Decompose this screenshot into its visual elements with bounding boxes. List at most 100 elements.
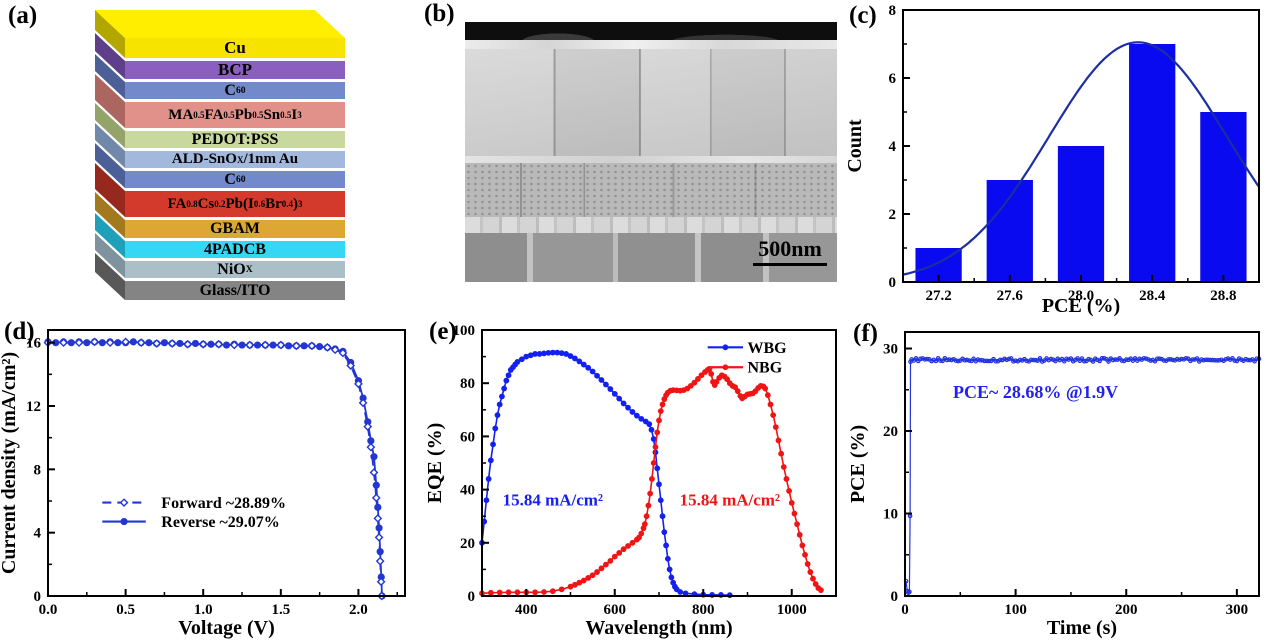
svg-text:0: 0: [889, 275, 897, 291]
sem-interconnect-layer: [465, 155, 837, 163]
sem-substrate-layer: [465, 232, 837, 282]
stack-layer-wbg-perovskite: FA 0.8 Cs 0.2 Pb(I 0.6 Br 0.4) 3: [95, 163, 345, 217]
stack-layer-label: C 60: [125, 171, 345, 188]
svg-text:15.84 mA/cm²: 15.84 mA/cm²: [680, 491, 780, 510]
stack-layer-cu: Cu: [94, 10, 345, 58]
stack-layer-label: ALD-SnO X/1nm Au: [125, 151, 345, 168]
svg-text:0: 0: [34, 589, 42, 605]
scale-bar-label: 500nm: [758, 236, 822, 261]
stack-layer-bcp: BCP: [95, 33, 345, 79]
svg-text:0: 0: [891, 589, 899, 605]
panel-label-e: (e): [429, 318, 457, 345]
stack-layer-label: 4PADCB: [125, 241, 345, 258]
svg-text:2: 2: [889, 207, 897, 223]
svg-text:27.6: 27.6: [997, 288, 1024, 304]
svg-text:6: 6: [889, 71, 897, 87]
svg-text:0: 0: [901, 602, 909, 618]
stack-layer-label: GBAM: [125, 220, 345, 238]
svg-text:PCE (%): PCE (%): [847, 425, 869, 503]
svg-text:1.0: 1.0: [194, 602, 213, 618]
svg-text:20: 20: [883, 424, 898, 440]
stack-layer-c60-top: C 60: [95, 54, 345, 99]
svg-text:PCE (%): PCE (%): [1042, 295, 1120, 317]
svg-text:4: 4: [34, 526, 42, 542]
stack-layer-label: PEDOT:PSS: [125, 131, 345, 148]
svg-text:10: 10: [883, 507, 898, 523]
svg-text:WBG: WBG: [748, 340, 788, 357]
stack-layer-gbam: GBAM: [95, 192, 345, 238]
svg-text:PCE~ 28.68% @1.9V: PCE~ 28.68% @1.9V: [953, 382, 1118, 402]
svg-text:28.0: 28.0: [1068, 288, 1094, 304]
sem-bottom-perovskite-layer: [465, 162, 837, 217]
svg-text:EQE (%): EQE (%): [424, 423, 446, 504]
svg-text:16: 16: [26, 336, 42, 352]
svg-text:8: 8: [34, 462, 42, 478]
svg-text:40: 40: [460, 483, 475, 499]
svg-text:27.2: 27.2: [925, 288, 951, 304]
svg-text:600: 600: [604, 602, 627, 618]
stack-layer-4padcb: 4PADCB: [95, 213, 345, 258]
svg-text:1000: 1000: [777, 602, 807, 618]
device-stack: Cu BCP C 60 MA 0.5 FA 0.5 Pb 0.5 Sn 0.5 I 3 PEDOT:PSS A…: [94, 8, 347, 308]
pce-stability-chart: 0 100 200 300 0 10 20 30 Time (s) PCE (%) PCE~ 28.…: [847, 331, 1262, 639]
svg-text:0.5: 0.5: [116, 602, 135, 618]
jv-curve-chart: 0.0 0.5 1.0 1.5 2.0 0 4 8 12 16 Voltage (V) Current…: [0, 329, 406, 639]
stack-layer-nbg-perovskite: MA 0.5 FA 0.5 Pb 0.5 Sn 0.5 I 3: [95, 74, 345, 128]
stack-layer-label: BCP: [125, 60, 345, 79]
svg-text:200: 200: [1115, 602, 1138, 618]
svg-text:28.4: 28.4: [1139, 288, 1166, 304]
svg-text:20: 20: [460, 536, 475, 552]
svg-text:12: 12: [26, 399, 41, 415]
stack-layer-label: Glass/ITO: [125, 281, 345, 300]
svg-text:2.0: 2.0: [349, 602, 368, 618]
svg-text:80: 80: [460, 376, 475, 392]
svg-text:15.84 mA/cm²: 15.84 mA/cm²: [503, 491, 603, 510]
stack-layer-niox: NiO X: [95, 233, 345, 278]
svg-text:60: 60: [460, 429, 475, 445]
stack-layer-label: MA 0.5 FA 0.5 Pb 0.5 Sn 0.5 I 3: [125, 102, 345, 128]
svg-text:300: 300: [1226, 602, 1249, 618]
svg-text:100: 100: [1004, 602, 1027, 618]
svg-text:Voltage (V): Voltage (V): [178, 617, 274, 639]
svg-text:1.5: 1.5: [271, 602, 290, 618]
stack-layer-label: C 60: [125, 82, 345, 99]
svg-text:Count: Count: [844, 119, 866, 173]
svg-text:Current density (mA/cm²): Current density (mA/cm²): [0, 352, 20, 574]
scale-bar-line: [753, 263, 827, 266]
svg-text:NBG: NBG: [748, 360, 783, 377]
svg-text:0: 0: [468, 589, 476, 605]
sem-top-perovskite-layer: [465, 49, 837, 156]
svg-text:Forward ~28.89%: Forward ~28.89%: [161, 495, 286, 512]
svg-text:4: 4: [889, 139, 897, 155]
panel-label-c: (c): [849, 2, 877, 29]
svg-text:Time (s): Time (s): [1047, 617, 1117, 639]
panel-label-b: (b): [424, 0, 455, 27]
eqe-spectra-chart: 400 600 800 1000 0 20 40 60 80 100 Wavelength (nm)…: [424, 323, 837, 639]
panel-label-f: (f): [853, 320, 878, 347]
scale-bar: 500nm: [753, 238, 827, 266]
stack-layer-c60-bottom: C 60: [95, 143, 345, 188]
svg-text:0.0: 0.0: [39, 602, 58, 618]
stack-layer-label: FA 0.8 Cs 0.2 Pb(I 0.6 Br 0.4) 3: [125, 191, 345, 217]
panel-label-a: (a): [8, 2, 38, 29]
svg-text:100: 100: [453, 323, 476, 339]
panel-label-d: (d): [4, 318, 35, 345]
pce-histogram-chart: 27.2 27.6 28.0 28.4 28.8 0 2 4 6 8 PCE (%) Count: [844, 3, 1260, 317]
stack-layer-pedot-pss: PEDOT:PSS: [95, 103, 345, 148]
svg-text:Reverse ~29.07%: Reverse ~29.07%: [161, 514, 280, 531]
sem-top-surface: [465, 22, 837, 42]
stack-layer-label: Cu: [125, 38, 345, 58]
svg-text:Wavelength (nm): Wavelength (nm): [585, 617, 732, 639]
stack-layer-top: [94, 10, 345, 38]
svg-text:400: 400: [515, 602, 538, 618]
svg-text:8: 8: [889, 3, 897, 19]
sem-transport-layer: [465, 217, 837, 233]
stack-layer-glass-ito: Glass/ITO: [95, 253, 345, 300]
sem-image: 500nm: [465, 22, 837, 282]
stack-layer-label: NiO X: [125, 261, 345, 278]
svg-text:30: 30: [883, 342, 898, 358]
stack-layer-ald-snox-au: ALD-SnO X/1nm Au: [95, 123, 345, 168]
svg-text:800: 800: [692, 602, 715, 618]
sem-capping-layer: [465, 40, 837, 50]
